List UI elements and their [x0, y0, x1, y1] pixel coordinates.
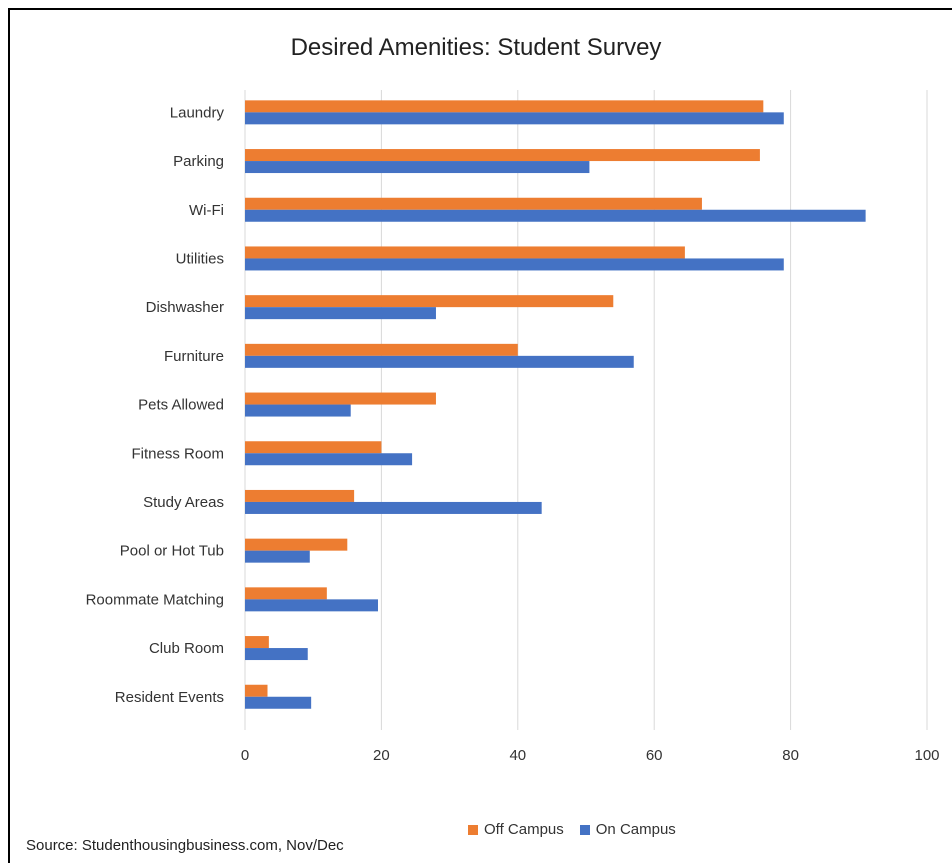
x-tick-label-100: 100 — [914, 747, 939, 764]
category-label-study-areas: Study Areas — [143, 494, 224, 511]
bar-on-campus-resident-events — [245, 696, 312, 709]
bar-on-campus-fitness-room — [245, 453, 413, 466]
x-tick-label-0: 0 — [241, 747, 249, 764]
bar-off-campus-furniture — [245, 343, 518, 356]
legend-item-on-campus: On Campus — [579, 821, 676, 838]
category-label-pets-allowed: Pets Allowed — [138, 397, 224, 414]
bar-off-campus-roommate-matching — [245, 587, 327, 600]
source-note: Source: Studenthousingbusiness.com, Nov/… — [26, 837, 344, 854]
category-label-wi-fi: Wi-Fi — [189, 202, 224, 219]
legend-swatch-on-campus — [579, 824, 590, 835]
bar-on-campus-roommate-matching — [245, 599, 378, 612]
bar-off-campus-pool-or-hot-tub — [245, 538, 348, 551]
legend-swatch-off-campus — [468, 824, 478, 835]
category-labels: Laundry Parking Wi-Fi Utilities Dishwasher Fu… — [86, 104, 225, 705]
bar-off-campus-resident-events — [245, 684, 268, 697]
bar-off-campus-parking — [245, 149, 760, 162]
bar-on-campus-wi-fi — [245, 209, 866, 222]
bar-on-campus-dishwasher — [245, 307, 436, 320]
category-label-parking: Parking — [173, 153, 224, 170]
category-label-fitness-room: Fitness Room — [131, 445, 224, 462]
bar-off-campus-wi-fi — [245, 197, 702, 210]
legend: Off Campus On Campus — [468, 821, 676, 838]
bar-on-campus-club-room — [245, 648, 308, 661]
bar-off-campus-utilities — [245, 246, 685, 259]
legend-item-off-campus: Off Campus — [468, 821, 564, 838]
category-label-furniture: Furniture — [164, 348, 224, 365]
bar-off-campus-dishwasher — [245, 295, 614, 308]
bar-on-campus-pool-or-hot-tub — [245, 550, 310, 563]
category-label-club-room: Club Room — [149, 640, 224, 657]
bar-on-campus-laundry — [245, 112, 784, 125]
bar-off-campus-fitness-room — [245, 441, 382, 454]
bar-on-campus-study-areas — [245, 501, 542, 514]
x-tick-label-40: 40 — [509, 747, 526, 764]
category-label-dishwasher: Dishwasher — [146, 299, 224, 316]
bar-on-campus-pets-allowed — [245, 404, 351, 417]
category-label-utilities: Utilities — [176, 250, 224, 267]
legend-label-off-campus: Off Campus — [484, 821, 564, 838]
bar-on-campus-parking — [245, 161, 590, 174]
bar-off-campus-laundry — [245, 100, 764, 113]
bar-on-campus-utilities — [245, 258, 784, 271]
category-label-pool-or-hot-tub: Pool or Hot Tub — [120, 543, 224, 560]
bar-on-campus-furniture — [245, 355, 634, 368]
category-label-laundry: Laundry — [170, 104, 225, 121]
chart-title: Desired Amenities: Student Survey — [290, 34, 662, 61]
x-tick-label-60: 60 — [646, 747, 663, 764]
x-tick-label-80: 80 — [782, 747, 799, 764]
category-label-resident-events: Resident Events — [115, 689, 224, 706]
x-tick-labels: 0 20 40 60 80 100 — [241, 747, 940, 764]
legend-label-on-campus: On Campus — [595, 821, 676, 838]
bar-off-campus-club-room — [245, 636, 269, 649]
x-tick-label-20: 20 — [373, 747, 390, 764]
bar-off-campus-pets-allowed — [245, 392, 436, 405]
category-label-roommate-matching: Roommate Matching — [86, 591, 224, 608]
bar-off-campus-study-areas — [245, 489, 355, 502]
chart-frame — [8, 8, 952, 863]
bars-group — [245, 100, 866, 709]
